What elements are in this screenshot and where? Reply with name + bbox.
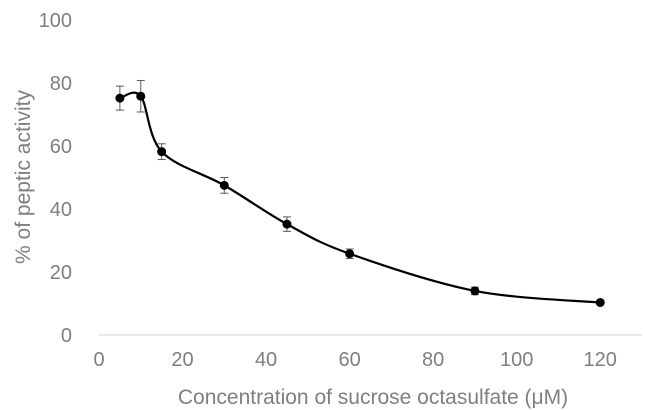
x-tick-label: 100 bbox=[500, 349, 533, 371]
x-tick-label: 80 bbox=[422, 349, 444, 371]
data-point bbox=[219, 180, 229, 190]
x-tick-label: 120 bbox=[584, 349, 617, 371]
y-tick-label: 40 bbox=[50, 199, 72, 221]
y-tick-label: 20 bbox=[50, 262, 72, 284]
data-point bbox=[115, 93, 125, 103]
data-point bbox=[282, 219, 292, 229]
y-axis-title: % of peptic activity bbox=[12, 90, 35, 264]
series-line-layer bbox=[119, 91, 601, 304]
y-tick-labels: 0 20 40 60 80 100 bbox=[39, 10, 72, 347]
x-tick-label: 60 bbox=[338, 349, 360, 371]
x-tick-label: 20 bbox=[171, 349, 193, 371]
data-point bbox=[136, 91, 146, 101]
x-tick-label: 40 bbox=[255, 349, 277, 371]
y-tick-label: 80 bbox=[50, 73, 72, 95]
data-point bbox=[470, 286, 480, 296]
y-tick-label: 100 bbox=[39, 10, 72, 32]
y-tick-label: 0 bbox=[61, 325, 72, 347]
data-point bbox=[345, 249, 355, 259]
series-line bbox=[119, 91, 601, 304]
x-tick-labels: 0 20 40 60 80 100 120 bbox=[93, 349, 616, 371]
data-point bbox=[157, 147, 167, 157]
y-tick-label: 60 bbox=[50, 136, 72, 158]
x-tick-label: 0 bbox=[93, 349, 104, 371]
data-point bbox=[595, 298, 605, 308]
x-axis-title: Concentration of sucrose octasulfate (μM… bbox=[178, 386, 568, 409]
data-point-layer bbox=[115, 91, 605, 308]
error-bar-layer bbox=[115, 79, 605, 305]
